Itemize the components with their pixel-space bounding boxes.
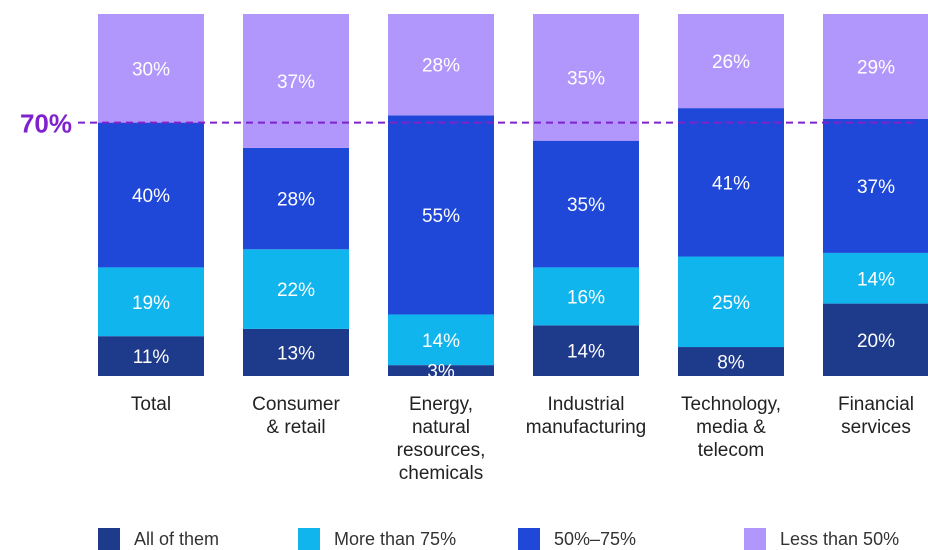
x-tick-label: Industrial manufacturing	[526, 394, 646, 438]
data-label: 40%	[132, 186, 170, 207]
bar-segment	[678, 347, 784, 376]
bar-segment	[388, 14, 494, 116]
bar-segment	[533, 140, 639, 268]
legend-item: All of them	[98, 528, 219, 550]
data-labels-group: 11% 19% 40% 30% 13% 22% 28% 37% 3% 14% 55% 28% 14% 16…	[132, 52, 895, 383]
data-label: 25%	[712, 293, 750, 314]
data-label: 14%	[422, 331, 460, 352]
bar-segment	[823, 14, 928, 119]
data-label: 19%	[132, 293, 170, 314]
bars-group	[98, 14, 928, 376]
data-label: 37%	[857, 177, 895, 198]
data-label: 26%	[712, 52, 750, 73]
bar-segment	[243, 328, 349, 376]
x-tick-label: Technology, media & telecom	[681, 394, 781, 461]
legend-label: More than 75%	[334, 528, 457, 549]
bar-segment	[98, 14, 204, 123]
data-label: 35%	[567, 68, 605, 89]
bar-segment	[678, 108, 784, 257]
data-label: 22%	[277, 280, 315, 301]
data-label: 3%	[427, 362, 455, 383]
data-label: 37%	[277, 72, 315, 93]
data-label: 55%	[422, 206, 460, 227]
bar-segment	[98, 267, 204, 337]
bar-segment	[98, 122, 204, 268]
legend-swatch	[744, 528, 766, 550]
bar-segment	[823, 252, 928, 304]
data-label: 13%	[277, 343, 315, 364]
data-label: 30%	[132, 59, 170, 80]
bar-segment	[823, 118, 928, 253]
legend-label: All of them	[134, 528, 220, 549]
bar-segment	[533, 325, 639, 376]
legend-item: Less than 50%	[744, 528, 899, 550]
legend-swatch	[298, 528, 320, 550]
data-label: 35%	[567, 195, 605, 216]
bar-segment	[98, 336, 204, 376]
x-tick-label: Financial services	[838, 394, 914, 438]
data-label: 28%	[277, 190, 315, 211]
x-tick-label: Energy, natural resources, chemicals	[397, 394, 486, 484]
legend-label: 50%–75%	[554, 528, 637, 549]
data-label: 29%	[857, 57, 895, 78]
legend-item: 50%–75%	[518, 528, 636, 550]
legend-swatch	[518, 528, 540, 550]
bar-segment	[243, 14, 349, 148]
bar-segment	[243, 249, 349, 329]
bar-segment	[823, 303, 928, 376]
data-label: 14%	[857, 269, 895, 290]
data-label: 14%	[567, 342, 605, 363]
x-tick-label: Consumer & retail	[252, 394, 340, 438]
bar-segment	[388, 314, 494, 366]
data-label: 8%	[717, 353, 745, 374]
legend: All of them More than 75% 50%–75% Less than…	[98, 528, 918, 550]
data-label: 11%	[133, 347, 170, 368]
legend-label: Less than 50%	[780, 528, 900, 549]
bar-segment	[388, 115, 494, 315]
bar-segment	[533, 267, 639, 326]
data-label: 41%	[712, 173, 750, 194]
reference-line-label: 70%	[20, 109, 72, 139]
stacked-bar-chart: 11% 19% 40% 30% 13% 22% 28% 37% 3% 14% 55% 28% 14% 16…	[20, 14, 928, 484]
bar-segment	[678, 256, 784, 348]
reference-line-group: 70%	[20, 109, 918, 139]
data-label: 20%	[857, 331, 895, 352]
bar-segment	[533, 14, 639, 141]
bar-segment	[678, 14, 784, 109]
bar-segment	[388, 365, 494, 376]
data-label: 16%	[567, 287, 605, 308]
bar-segment	[243, 147, 349, 250]
x-tick-labels-group: Total Consumer & retail Energy, natural resou…	[131, 394, 914, 484]
x-tick-label: Total	[131, 394, 171, 415]
legend-swatch	[98, 528, 120, 550]
legend-item: More than 75%	[298, 528, 456, 550]
data-label: 28%	[422, 56, 460, 77]
